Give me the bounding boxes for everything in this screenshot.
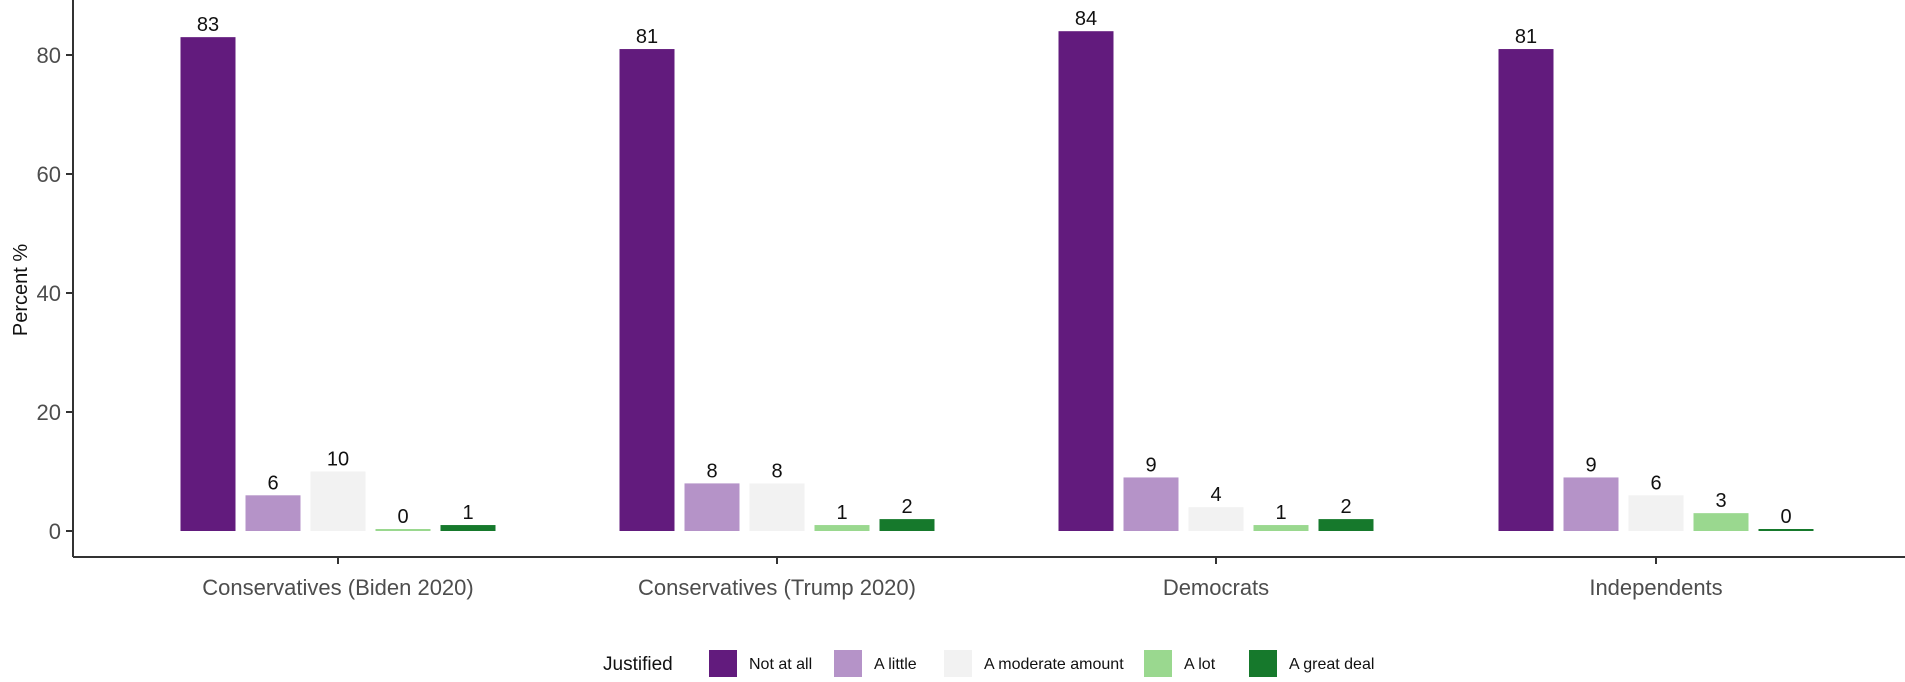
bar-value-label: 8 bbox=[771, 460, 782, 482]
bar-a-great-deal-independents bbox=[1758, 529, 1814, 531]
y-tick-label: 40 bbox=[37, 281, 61, 306]
bar-a-lot-independents bbox=[1693, 513, 1749, 531]
bar-value-label: 4 bbox=[1210, 484, 1221, 506]
legend-label-a-little: A little bbox=[874, 656, 917, 673]
legend-key-a-lot bbox=[1144, 650, 1172, 678]
legend-key-not-at-all bbox=[709, 650, 737, 678]
bar-a-great-deal-conservatives-trump-2020 bbox=[879, 519, 935, 531]
bar-value-label: 0 bbox=[397, 506, 408, 528]
bar-value-label: 1 bbox=[462, 502, 473, 524]
bar-value-label: 8 bbox=[706, 460, 717, 482]
legend-label-a-moderate-amount: A moderate amount bbox=[984, 656, 1124, 673]
bar-value-label: 6 bbox=[1650, 472, 1661, 494]
bar-a-lot-democrats bbox=[1253, 525, 1309, 531]
bar-value-label: 1 bbox=[836, 502, 847, 524]
bar-a-little-democrats bbox=[1123, 477, 1179, 531]
legend-label-a-lot: A lot bbox=[1184, 656, 1216, 673]
bar-value-label: 9 bbox=[1145, 454, 1156, 476]
bar-a-great-deal-democrats bbox=[1318, 519, 1374, 531]
legend-key-a-moderate-amount bbox=[944, 650, 972, 678]
bar-value-label: 3 bbox=[1715, 490, 1726, 512]
bar-value-label: 2 bbox=[901, 496, 912, 518]
bar-a-little-independents bbox=[1563, 477, 1619, 531]
bar-a-moderate-amount-conservatives-biden-2020 bbox=[310, 471, 366, 531]
bar-value-label: 81 bbox=[636, 26, 658, 48]
legend-key-a-great-deal bbox=[1249, 650, 1277, 678]
y-tick-label: 0 bbox=[49, 519, 61, 544]
bar-not-at-all-conservatives-trump-2020 bbox=[619, 49, 675, 532]
bar-a-moderate-amount-conservatives-trump-2020 bbox=[749, 483, 805, 531]
bar-value-label: 0 bbox=[1780, 506, 1791, 528]
bar-value-label: 83 bbox=[197, 14, 219, 36]
bar-a-little-conservatives-biden-2020 bbox=[245, 495, 301, 531]
x-tick-label: Democrats bbox=[1163, 575, 1269, 600]
y-tick-label: 20 bbox=[37, 400, 61, 425]
bar-a-moderate-amount-democrats bbox=[1188, 507, 1244, 531]
bar-a-little-conservatives-trump-2020 bbox=[684, 483, 740, 531]
bar-not-at-all-independents bbox=[1498, 49, 1554, 532]
y-tick-label: 60 bbox=[37, 162, 61, 187]
x-tick-label: Conservatives (Biden 2020) bbox=[202, 575, 473, 600]
bar-a-lot-conservatives-biden-2020 bbox=[375, 529, 431, 531]
y-tick-label: 80 bbox=[37, 43, 61, 68]
bar-value-label: 9 bbox=[1585, 454, 1596, 476]
bar-value-label: 10 bbox=[327, 449, 349, 471]
legend-label-a-great-deal: A great deal bbox=[1289, 656, 1374, 673]
bar-not-at-all-democrats bbox=[1058, 31, 1114, 531]
y-axis-title: Percent % bbox=[10, 244, 32, 336]
x-tick-label: Conservatives (Trump 2020) bbox=[638, 575, 916, 600]
bar-value-label: 1 bbox=[1275, 502, 1286, 524]
bar-not-at-all-conservatives-biden-2020 bbox=[180, 37, 236, 532]
x-tick-label: Independents bbox=[1589, 575, 1722, 600]
bar-value-label: 81 bbox=[1515, 26, 1537, 48]
bar-value-label: 84 bbox=[1075, 8, 1097, 30]
bar-a-great-deal-conservatives-biden-2020 bbox=[440, 525, 496, 531]
bar-value-label: 6 bbox=[267, 472, 278, 494]
legend-key-a-little bbox=[834, 650, 862, 678]
bar-value-label: 2 bbox=[1340, 496, 1351, 518]
bar-a-lot-conservatives-trump-2020 bbox=[814, 525, 870, 531]
legend-title: Justified bbox=[603, 654, 673, 675]
bar-a-moderate-amount-independents bbox=[1628, 495, 1684, 531]
legend-label-not-at-all: Not at all bbox=[749, 656, 812, 673]
